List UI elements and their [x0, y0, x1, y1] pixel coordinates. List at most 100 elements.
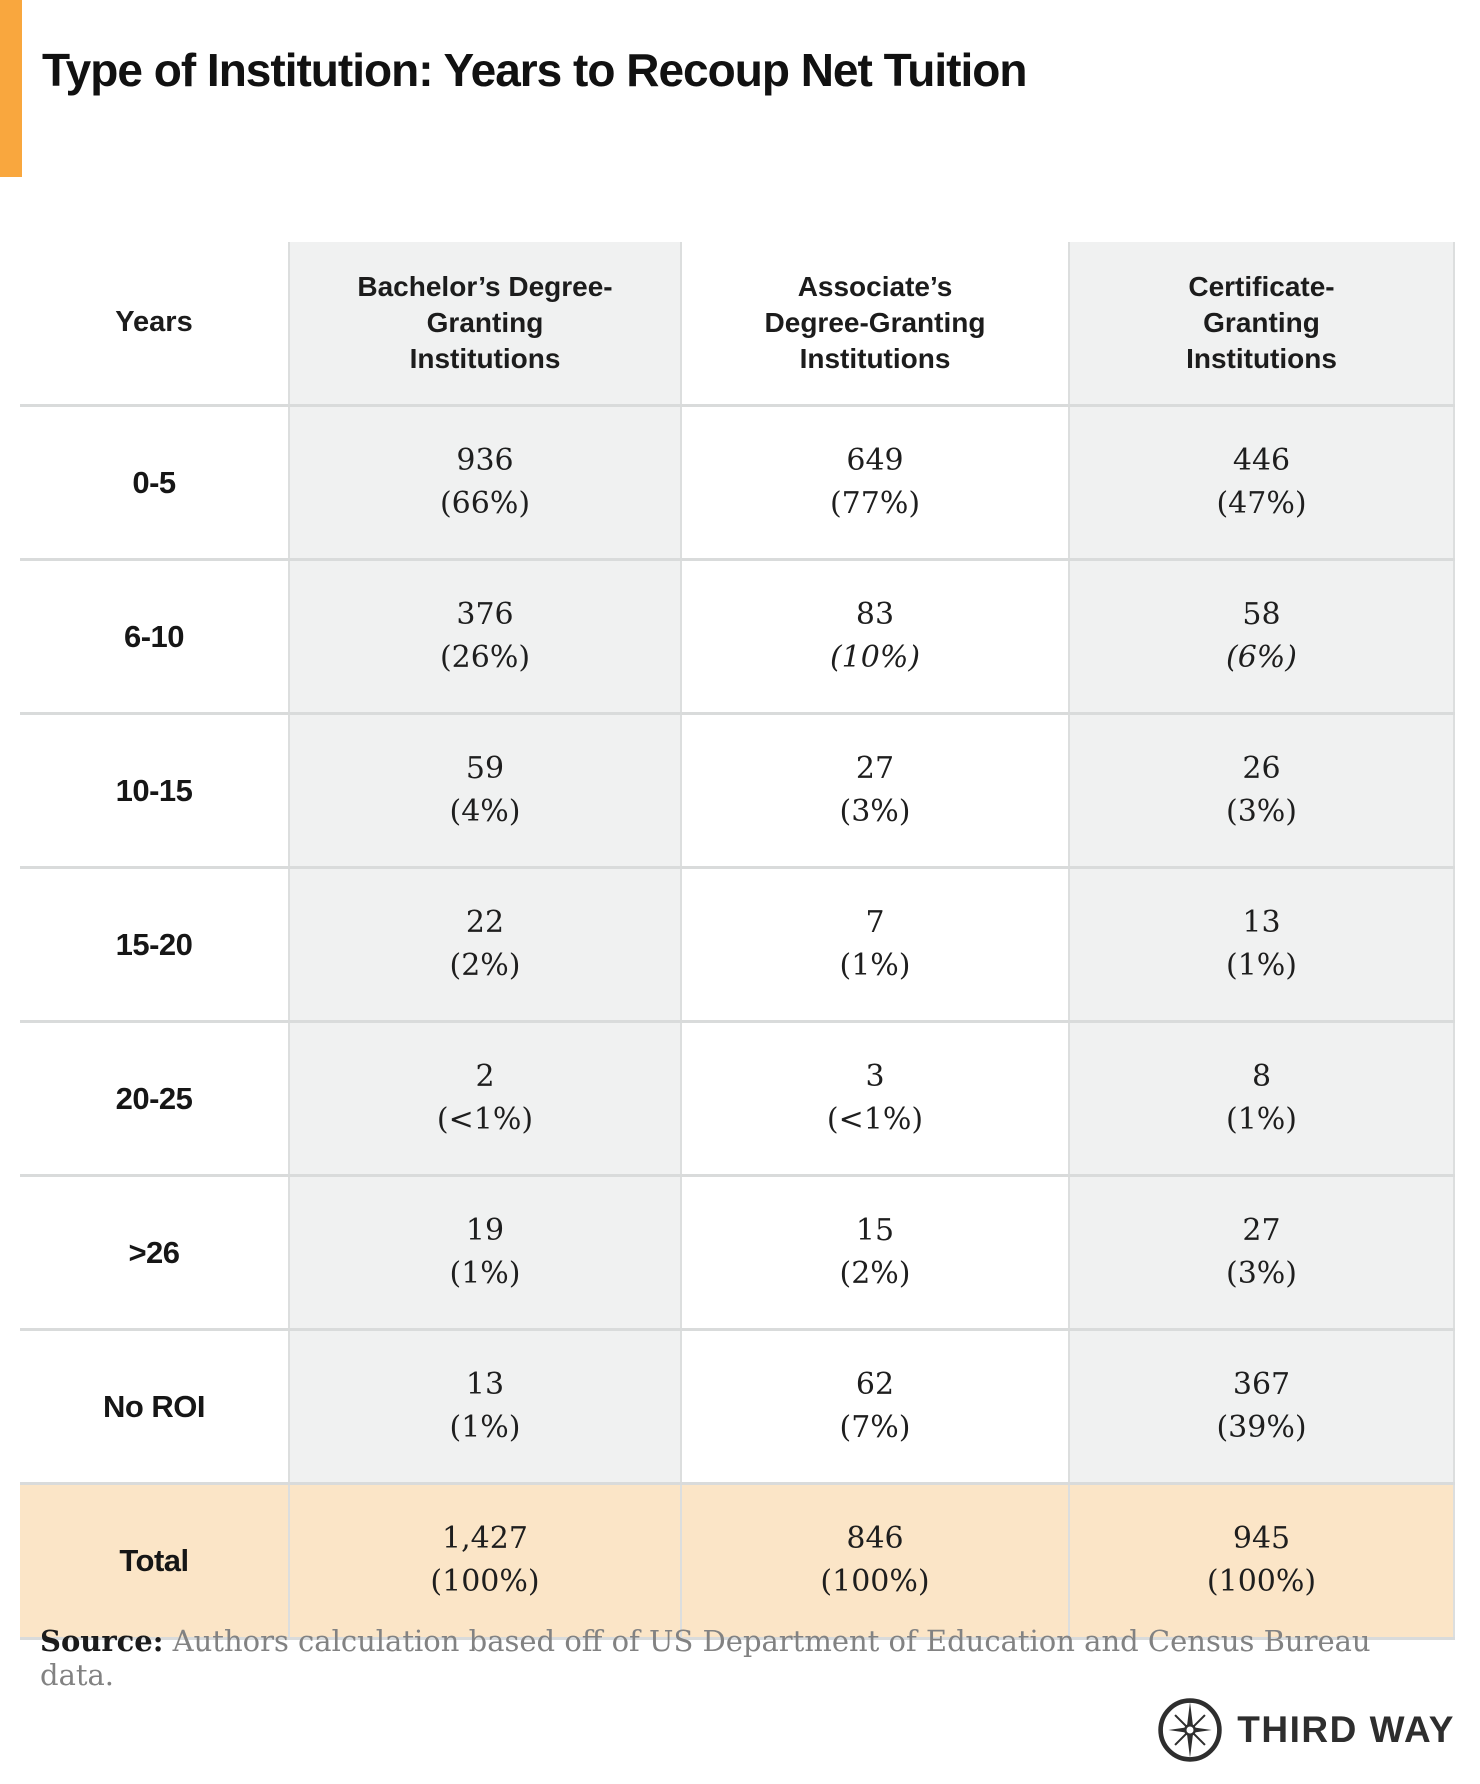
third-way-logo: THIRD WAY [1157, 1694, 1455, 1766]
table-cell: 15 (2%) [680, 1177, 1068, 1328]
cell-percent: (<1%) [436, 1101, 534, 1137]
cell-percent: (1%) [449, 1255, 521, 1291]
cell-count: 649 [846, 442, 904, 478]
cell-count: 13 [465, 1366, 505, 1402]
table-row: 6-10 376 (26%) 83 (10%) 58 (6%) [20, 558, 1455, 712]
table-cell: 367 (39%) [1068, 1331, 1455, 1482]
row-label-cell: 6-10 [20, 561, 288, 712]
table-cell: 59 (4%) [288, 715, 680, 866]
cell-count: 22 [465, 904, 505, 940]
cell-percent: (100%) [820, 1564, 930, 1599]
row-label: >26 [128, 1234, 180, 1270]
row-label: 6-10 [123, 618, 185, 654]
table-cell: 945 (100%) [1068, 1485, 1455, 1637]
cell-count: 846 [846, 1521, 904, 1557]
cell-count: 945 [1232, 1521, 1291, 1557]
row-label-cell: 0-5 [20, 407, 288, 558]
row-label-cell: 10-15 [20, 715, 288, 866]
cell-count: 59 [465, 750, 505, 786]
row-label: 20-25 [115, 1080, 193, 1116]
row-label-cell: 15-20 [20, 869, 288, 1020]
table-cell: 936 (66%) [288, 407, 680, 558]
table-total-row: Total 1,427 (100%) 846 (100%) 945 (100%) [20, 1482, 1455, 1640]
column-header: Associate’s Degree-Granting Institutions [764, 271, 986, 374]
cell-percent: (66%) [439, 485, 531, 521]
cell-count: 936 [456, 442, 514, 478]
cell-percent: (3%) [839, 793, 911, 829]
cell-count: 1,427 [442, 1521, 528, 1557]
cell-percent: (4%) [449, 793, 521, 829]
cell-percent: (<1%) [826, 1101, 924, 1137]
header-cell-years: Years [20, 242, 288, 404]
table-row: >26 19 (1%) 15 (2%) 27 (3%) [20, 1174, 1455, 1328]
cell-percent: (3%) [1225, 793, 1297, 829]
cell-percent: (10%) [829, 639, 921, 675]
cell-count: 13 [1242, 904, 1281, 940]
cell-count: 7 [865, 904, 885, 940]
cell-count: 8 [1251, 1058, 1272, 1094]
table-cell: 62 (7%) [680, 1331, 1068, 1482]
row-label-cell: 20-25 [20, 1023, 288, 1174]
table-cell: 22 (2%) [288, 869, 680, 1020]
table-cell: 2 (<1%) [288, 1023, 680, 1174]
cell-count: 3 [865, 1058, 885, 1094]
cell-count: 27 [1242, 1212, 1281, 1248]
table-cell: 8 (1%) [1068, 1023, 1455, 1174]
cell-count: 367 [1232, 1366, 1291, 1402]
cell-count: 62 [855, 1366, 895, 1402]
row-label: No ROI [102, 1388, 206, 1424]
column-header: Years [115, 306, 193, 339]
table-row: No ROI 13 (1%) 62 (7%) 367 (39%) [20, 1328, 1455, 1482]
table-cell: 1,427 (100%) [288, 1485, 680, 1637]
cell-percent: (47%) [1216, 485, 1307, 521]
table-cell: 3 (<1%) [680, 1023, 1068, 1174]
table-cell: 446 (47%) [1068, 407, 1455, 558]
table-cell: 19 (1%) [288, 1177, 680, 1328]
cell-count: 15 [855, 1212, 895, 1248]
row-label-cell: No ROI [20, 1331, 288, 1482]
cell-percent: (6%) [1225, 639, 1297, 675]
header-cell-associates: Associate’s Degree-Granting Institutions [680, 242, 1068, 404]
source-label: Source: [40, 1624, 164, 1658]
column-header: Bachelor’s Degree-Granting Institutions [357, 271, 613, 374]
cell-percent: (1%) [449, 1409, 521, 1445]
brand-name: THIRD WAY [1237, 1709, 1455, 1750]
cell-percent: (26%) [439, 639, 531, 675]
institution-roi-table: Years Bachelor’s Degree-Granting Institu… [20, 242, 1455, 1640]
cell-count: 27 [855, 750, 895, 786]
page-title: Type of Institution: Years to Recoup Net… [42, 43, 1027, 96]
row-label: 0-5 [132, 464, 176, 500]
table-row: 20-25 2 (<1%) 3 (<1%) 8 (1%) [20, 1020, 1455, 1174]
cell-count: 83 [855, 596, 895, 632]
accent-bar [0, 0, 22, 177]
source-note: Source: Authors calculation based off of… [40, 1624, 1440, 1692]
cell-percent: (1%) [1225, 1101, 1297, 1137]
row-label: 10-15 [115, 772, 193, 808]
table-cell: 13 (1%) [1068, 869, 1455, 1020]
header-cell-certificate: Certificate-Granting Institutions [1068, 242, 1455, 404]
table-cell: 27 (3%) [680, 715, 1068, 866]
table-cell: 27 (3%) [1068, 1177, 1455, 1328]
table-cell: 846 (100%) [680, 1485, 1068, 1637]
cell-percent: (1%) [1225, 947, 1297, 983]
compass-star-icon [1158, 1698, 1222, 1762]
row-label-cell: Total [20, 1485, 288, 1637]
cell-percent: (7%) [839, 1409, 911, 1445]
table-header-row: Years Bachelor’s Degree-Granting Institu… [20, 242, 1455, 404]
row-label-cell: >26 [20, 1177, 288, 1328]
cell-percent: (100%) [430, 1564, 540, 1599]
source-text: Authors calculation based off of US Depa… [40, 1624, 1371, 1692]
cell-percent: (2%) [449, 947, 521, 983]
row-label: Total [119, 1543, 189, 1578]
row-label: 15-20 [115, 926, 193, 962]
cell-count: 19 [465, 1212, 505, 1248]
cell-count: 376 [456, 596, 514, 632]
table-row: 0-5 936 (66%) 649 (77%) 446 (47%) [20, 404, 1455, 558]
cell-percent: (77%) [829, 485, 921, 521]
table-row: 10-15 59 (4%) 27 (3%) 26 (3%) [20, 712, 1455, 866]
table-cell: 7 (1%) [680, 869, 1068, 1020]
cell-count: 26 [1242, 750, 1281, 786]
cell-count: 446 [1232, 442, 1291, 478]
table-cell: 13 (1%) [288, 1331, 680, 1482]
cell-count: 2 [475, 1058, 495, 1094]
